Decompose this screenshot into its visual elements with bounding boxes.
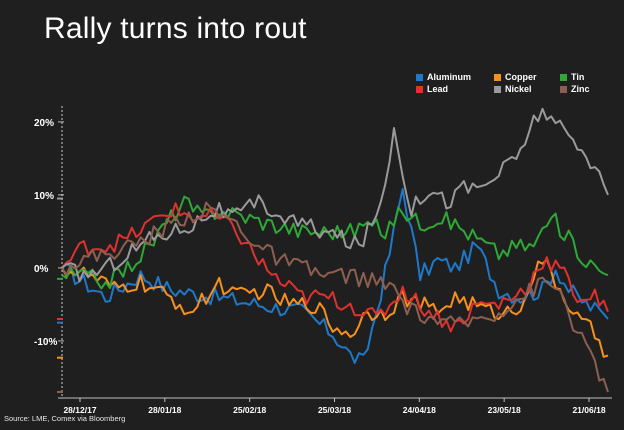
series-line-aluminum [61,188,609,364]
y-tick-label: 0% [34,264,49,275]
legend-label: Tin [571,72,585,82]
legend-item-nickel: Nickel [494,84,560,94]
y-tick-label: 10% [34,191,54,202]
series-line-copper [61,258,609,358]
x-tick-label: 28/12/17 [63,405,96,415]
x-tick-label: 25/03/18 [318,405,351,415]
x-tick-label: 21/06/18 [572,405,605,415]
legend-swatch [560,85,567,93]
legend-item-aluminum: Aluminum [416,72,494,82]
legend-swatch [416,85,423,93]
legend-item-zinc: Zinc [560,84,610,94]
series-line-zinc [61,201,609,393]
legend-label: Nickel [505,84,532,94]
legend-item-lead: Lead [416,84,494,94]
legend-swatch [494,85,501,93]
legend-swatch [416,73,423,81]
x-tick-label: 28/01/18 [148,405,181,415]
legend-label: Zinc [571,84,590,94]
chart-title: Rally turns into rout [44,12,307,45]
legend-label: Copper [505,72,537,82]
y-tick-label: 20% [34,118,54,129]
series-line-nickel [61,107,609,283]
y-axis: 20% 10% 0% -10% [34,106,64,398]
source-note: Source: LME, Comex via Bloomberg [4,414,126,423]
chart-legend: Aluminum Copper Tin Lead Nickel Zinc [416,72,616,94]
legend-swatch [560,73,567,81]
x-axis: 28/12/17 28/01/18 25/02/18 25/03/18 24/04/18… [58,397,612,415]
x-tick-label: 25/02/18 [233,405,266,415]
series-line-lead [61,202,609,333]
x-tick-label: 24/04/18 [403,405,436,415]
legend-label: Lead [427,84,449,94]
x-tick-label: 23/05/18 [488,405,521,415]
series-layer [57,107,609,393]
legend-swatch [494,73,501,81]
legend-item-copper: Copper [494,72,560,82]
legend-label: Aluminum [427,72,471,82]
y-tick-label: -10% [34,337,57,348]
legend-item-tin: Tin [560,72,610,82]
